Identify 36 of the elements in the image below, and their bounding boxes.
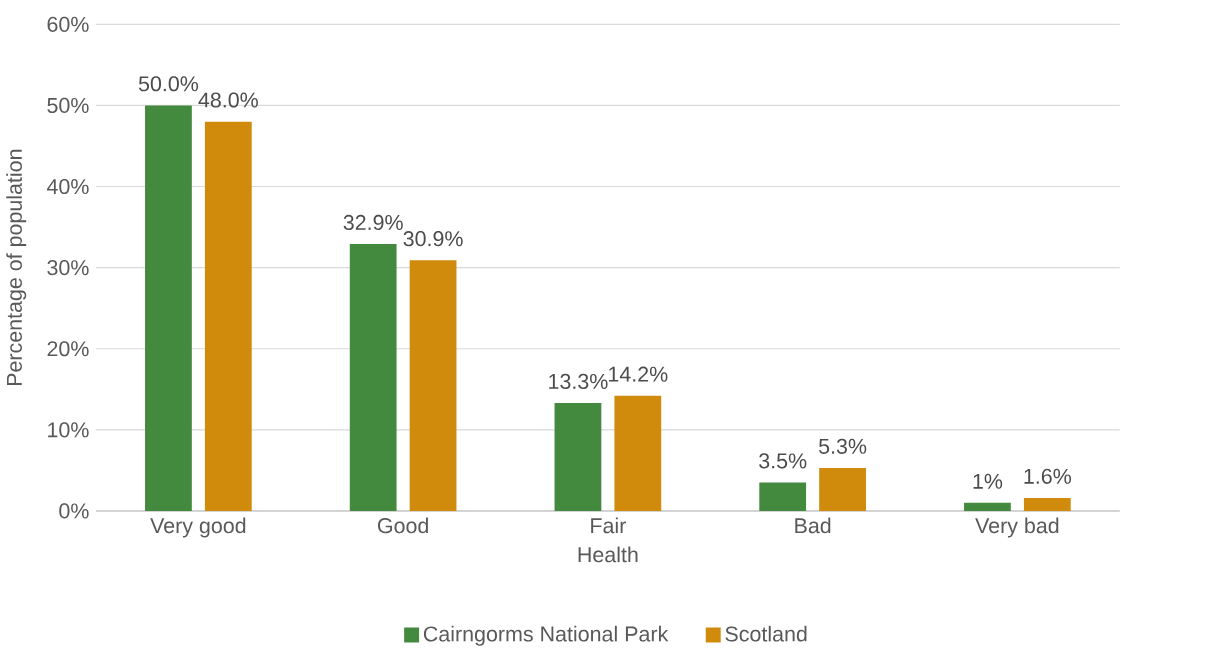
y-tick-label: 10% bbox=[48, 422, 89, 438]
data-label: 30.9% bbox=[403, 230, 463, 247]
x-tick-label: Fair bbox=[591, 517, 626, 534]
data-label: 32.9% bbox=[343, 214, 403, 230]
y-tick-label: 60% bbox=[47, 16, 89, 32]
data-label: 5.3% bbox=[818, 438, 867, 454]
y-tick-label: 20% bbox=[47, 340, 89, 357]
bar bbox=[819, 467, 866, 511]
data-label: 14.2% bbox=[609, 366, 668, 382]
legend-label: Cairngorms National Park bbox=[423, 625, 669, 646]
x-tick-label: Bad bbox=[795, 517, 831, 534]
data-label: 3.5% bbox=[759, 453, 807, 469]
legend-label: Scotland bbox=[725, 625, 807, 642]
bar bbox=[964, 502, 1011, 511]
y-tick-label: 30% bbox=[47, 259, 89, 276]
x-tick-label: Very bad bbox=[975, 517, 1059, 538]
data-label: 1.6% bbox=[1024, 468, 1071, 484]
bar bbox=[409, 260, 457, 511]
data-label: 1% bbox=[973, 473, 1003, 489]
bar bbox=[204, 121, 252, 511]
bar bbox=[759, 482, 807, 511]
y-tick-label: 50% bbox=[47, 97, 89, 113]
x-tick-label: Good bbox=[377, 517, 428, 534]
y-tick-label: 40% bbox=[46, 178, 89, 194]
data-label: 50.0% bbox=[138, 76, 199, 92]
y-axis-title: Percentage of population bbox=[6, 149, 27, 385]
x-axis-title: Health bbox=[578, 546, 638, 563]
data-label: 48.0% bbox=[198, 92, 258, 108]
bar bbox=[1023, 497, 1071, 511]
bar bbox=[349, 243, 397, 511]
x-tick-label: Very good bbox=[150, 517, 246, 538]
data-label: 13.3% bbox=[549, 373, 608, 389]
bar bbox=[554, 402, 602, 511]
bar bbox=[614, 395, 662, 511]
y-tick-label: 0% bbox=[59, 503, 89, 519]
bar bbox=[145, 105, 192, 511]
